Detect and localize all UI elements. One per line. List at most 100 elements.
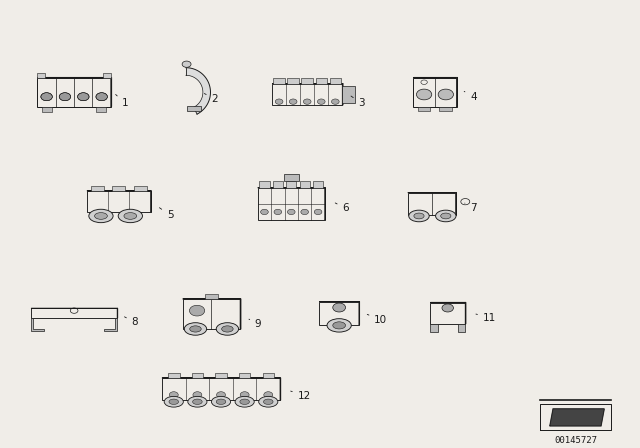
Polygon shape: [37, 78, 111, 107]
Text: 9: 9: [249, 319, 262, 329]
Ellipse shape: [240, 399, 250, 405]
Circle shape: [193, 392, 202, 398]
Polygon shape: [300, 181, 310, 188]
Polygon shape: [319, 302, 359, 325]
Ellipse shape: [193, 399, 202, 405]
Polygon shape: [31, 318, 44, 331]
Circle shape: [317, 99, 325, 104]
Polygon shape: [330, 78, 341, 84]
Ellipse shape: [95, 213, 108, 220]
Text: 00145727: 00145727: [554, 435, 597, 445]
Polygon shape: [458, 324, 465, 332]
Circle shape: [170, 392, 178, 398]
Circle shape: [275, 99, 283, 104]
Polygon shape: [239, 373, 250, 378]
Ellipse shape: [89, 209, 113, 223]
Text: 4: 4: [464, 91, 477, 102]
Ellipse shape: [164, 396, 183, 407]
Polygon shape: [313, 181, 323, 188]
Text: 8: 8: [125, 317, 138, 327]
Text: 6: 6: [335, 203, 349, 213]
Circle shape: [260, 209, 268, 215]
Polygon shape: [430, 302, 465, 324]
Circle shape: [189, 305, 205, 316]
Polygon shape: [240, 299, 241, 329]
Text: 1: 1: [116, 95, 129, 108]
Circle shape: [240, 392, 249, 398]
Polygon shape: [91, 185, 104, 191]
Polygon shape: [191, 373, 203, 378]
Polygon shape: [408, 193, 456, 215]
Circle shape: [60, 93, 70, 101]
Text: 11: 11: [476, 313, 496, 323]
Ellipse shape: [259, 396, 278, 407]
Polygon shape: [273, 78, 285, 84]
Ellipse shape: [216, 399, 226, 405]
Circle shape: [301, 209, 308, 215]
Ellipse shape: [409, 210, 429, 222]
Polygon shape: [37, 73, 45, 78]
Circle shape: [417, 89, 432, 100]
Polygon shape: [87, 191, 151, 212]
Polygon shape: [259, 181, 269, 188]
Ellipse shape: [169, 399, 179, 405]
Polygon shape: [168, 373, 179, 378]
Polygon shape: [182, 299, 240, 329]
Polygon shape: [205, 294, 218, 299]
Text: 10: 10: [367, 314, 387, 325]
Polygon shape: [262, 373, 274, 378]
Polygon shape: [286, 181, 296, 188]
Ellipse shape: [414, 213, 424, 219]
Text: 3: 3: [351, 96, 365, 108]
Polygon shape: [430, 324, 438, 332]
Polygon shape: [413, 78, 457, 107]
Text: 7: 7: [465, 203, 477, 213]
Ellipse shape: [124, 213, 137, 220]
Ellipse shape: [333, 322, 346, 329]
Polygon shape: [96, 107, 106, 112]
Circle shape: [264, 392, 273, 398]
Polygon shape: [342, 86, 355, 103]
Circle shape: [333, 303, 346, 312]
Ellipse shape: [436, 210, 456, 222]
Circle shape: [303, 99, 311, 104]
Text: 5: 5: [159, 208, 173, 220]
Polygon shape: [418, 107, 431, 111]
Ellipse shape: [189, 326, 201, 332]
Circle shape: [438, 89, 454, 100]
Polygon shape: [42, 107, 52, 112]
Polygon shape: [215, 373, 227, 378]
Polygon shape: [113, 185, 125, 191]
Polygon shape: [440, 107, 452, 111]
Ellipse shape: [216, 323, 239, 335]
Circle shape: [289, 99, 297, 104]
Polygon shape: [186, 68, 211, 114]
Circle shape: [442, 304, 454, 312]
Circle shape: [41, 93, 52, 101]
Ellipse shape: [211, 396, 230, 407]
Circle shape: [274, 209, 282, 215]
Polygon shape: [284, 174, 299, 181]
Ellipse shape: [264, 399, 273, 405]
Ellipse shape: [221, 326, 233, 332]
Text: 12: 12: [291, 391, 311, 401]
Ellipse shape: [118, 209, 143, 223]
Circle shape: [332, 99, 339, 104]
Ellipse shape: [188, 396, 207, 407]
Polygon shape: [342, 83, 343, 105]
Ellipse shape: [327, 319, 351, 332]
Circle shape: [287, 209, 295, 215]
Polygon shape: [550, 409, 604, 426]
Text: 2: 2: [204, 94, 218, 104]
Circle shape: [77, 93, 89, 101]
Ellipse shape: [184, 323, 207, 335]
Polygon shape: [272, 84, 342, 105]
Polygon shape: [31, 308, 117, 318]
Polygon shape: [162, 378, 280, 401]
Ellipse shape: [441, 213, 451, 219]
Polygon shape: [134, 185, 147, 191]
Circle shape: [96, 93, 108, 101]
Polygon shape: [188, 107, 201, 111]
Polygon shape: [258, 188, 324, 220]
Polygon shape: [103, 73, 111, 78]
